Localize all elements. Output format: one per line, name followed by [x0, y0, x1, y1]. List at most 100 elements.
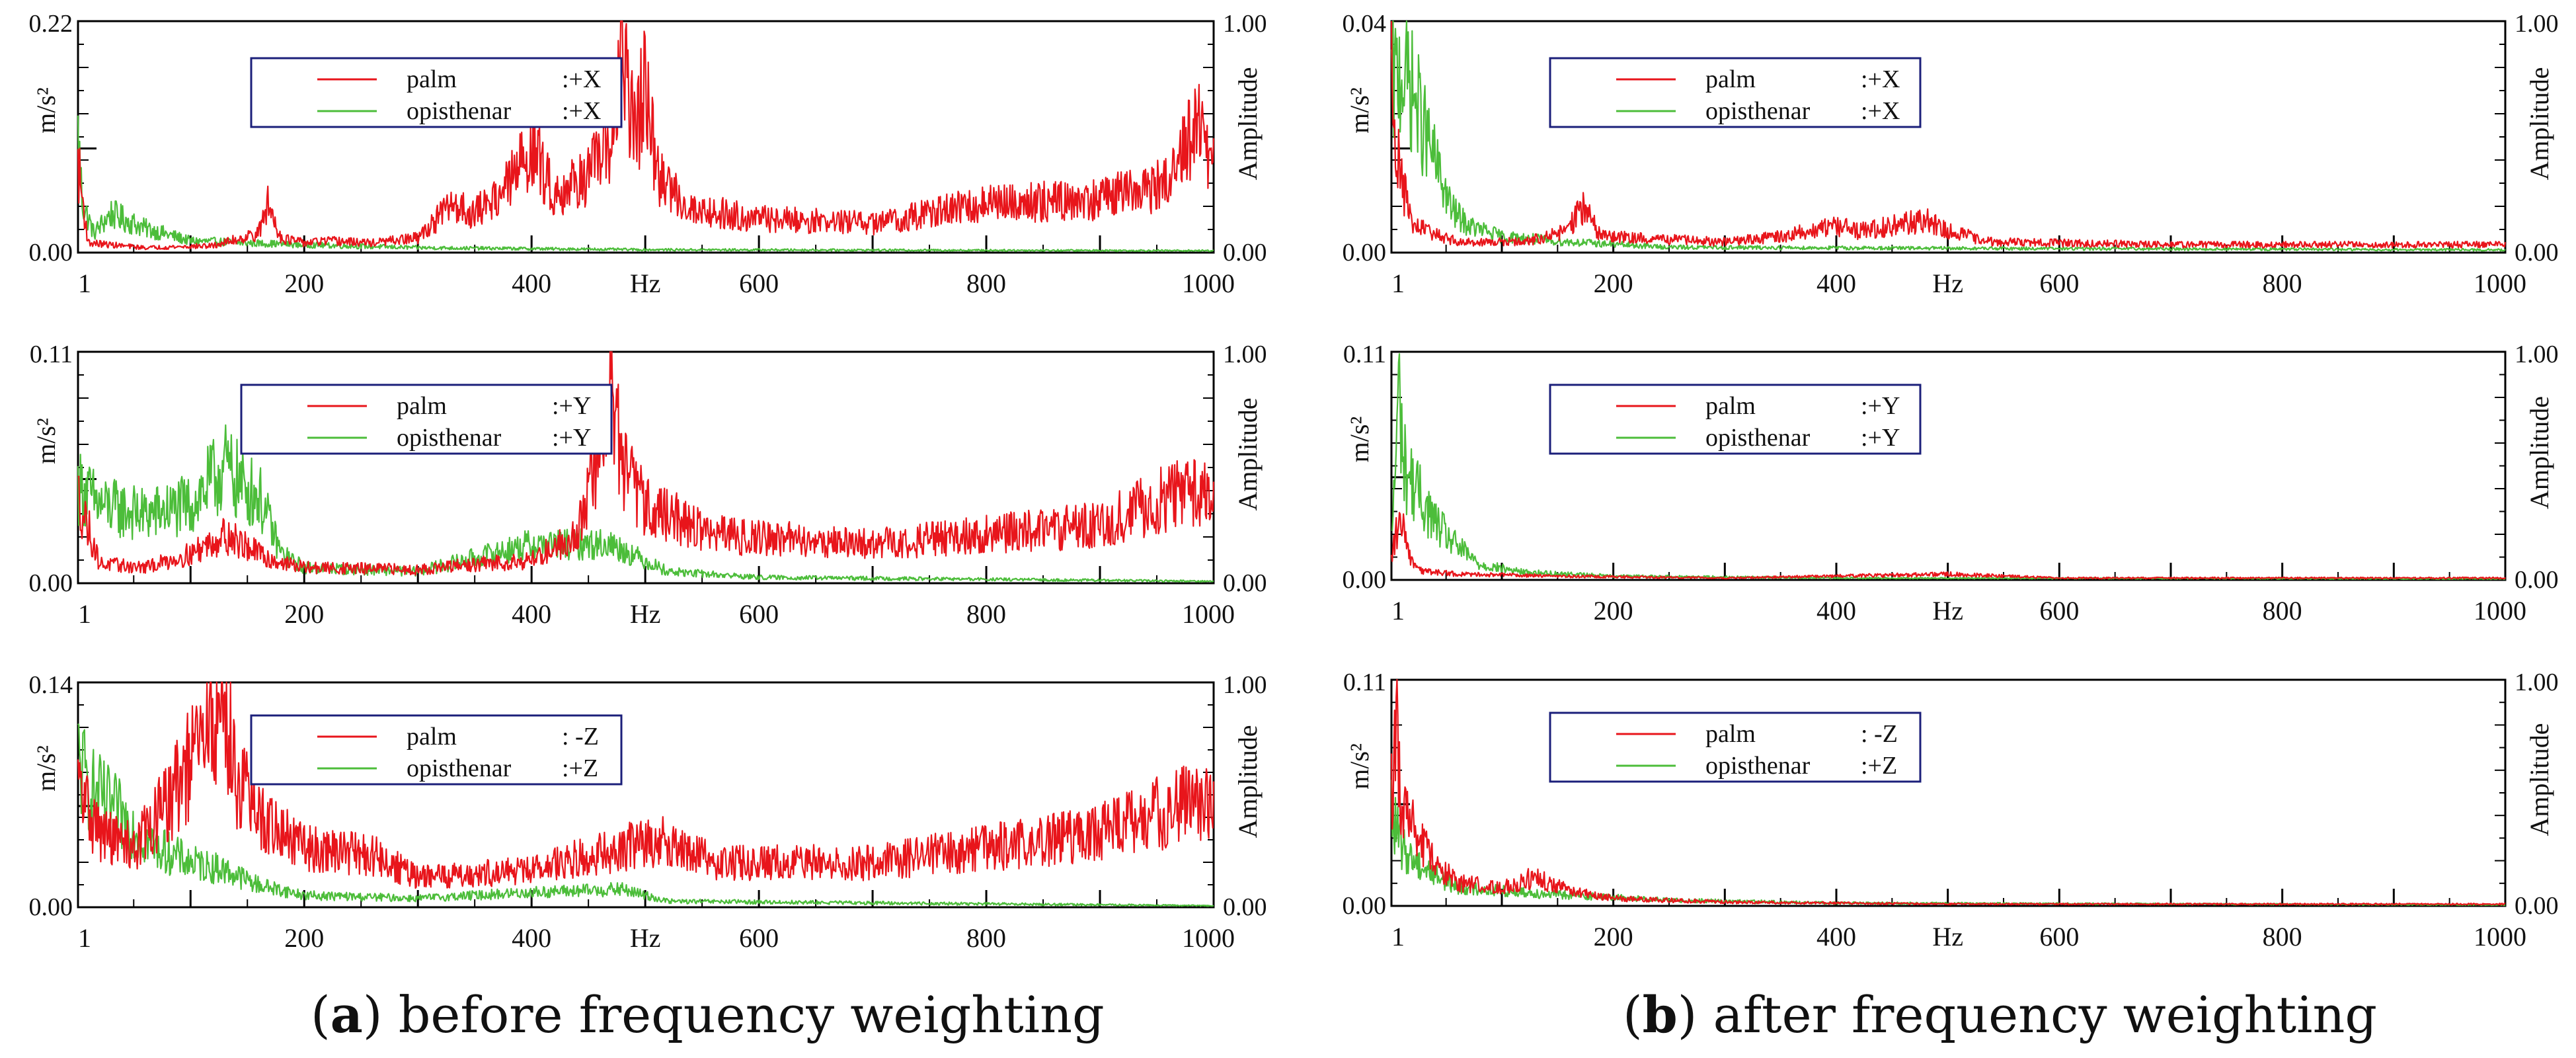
- y-tick-label: 0.22: [29, 10, 73, 38]
- plot-frame: [1390, 20, 2507, 254]
- legend-axis-palm: : -Z: [562, 723, 599, 751]
- legend-label-opisthenar: opisthenar: [397, 424, 502, 452]
- legend-label-opisthenar: opisthenar: [407, 97, 512, 125]
- x-tick-label: 800: [966, 599, 1006, 629]
- y-axis-label: m/s²: [1345, 417, 1374, 463]
- series-line-opisthenar: [77, 723, 1214, 907]
- y-axis-label: m/s²: [1345, 87, 1374, 134]
- legend: palm:+Y opisthenar:+Y: [1549, 384, 1922, 455]
- x-tick-label: 400: [1816, 268, 1856, 298]
- caption-b-text: after frequency weighting: [1713, 985, 2378, 1044]
- x-tick-label: 1000: [2474, 596, 2526, 626]
- x-tick-label: 1: [1391, 922, 1405, 952]
- legend-label-palm: palm: [407, 723, 457, 751]
- legend-axis-palm: : -Z: [1861, 720, 1898, 748]
- x-axis-label: Hz: [630, 268, 661, 298]
- y2-tick-label: 0.00: [1223, 893, 1267, 921]
- caption-a: (a) before frequency weighting: [311, 985, 1105, 1044]
- legend-label-palm: palm: [407, 65, 457, 93]
- y2-tick-label: 0.00: [2515, 892, 2559, 920]
- y2-axis-label: Amplitude: [2524, 67, 2554, 180]
- legend-box: [1549, 712, 1922, 783]
- y-tick-label: 0.00: [29, 893, 73, 921]
- x-tick-label: 200: [284, 923, 324, 953]
- x-axis-label: Hz: [1932, 922, 1963, 952]
- legend: palm:+Y opisthenar:+Y: [240, 384, 613, 455]
- legend-label-opisthenar: opisthenar: [407, 754, 512, 782]
- y-axis-label: m/s²: [31, 418, 61, 464]
- legend-axis-opisthenar: :+Z: [1861, 752, 1897, 780]
- x-tick-label: 1: [78, 923, 91, 953]
- legend-axis-opisthenar: :+Y: [552, 424, 591, 452]
- x-axis-label: Hz: [1932, 596, 1963, 626]
- legend-box: [1549, 384, 1922, 455]
- x-tick-label: 200: [1594, 922, 1633, 952]
- x-tick-label: 1: [78, 268, 91, 298]
- x-tick-label: 1: [1391, 596, 1405, 626]
- y-tick-label: 0.00: [1343, 566, 1387, 594]
- x-tick-label: 200: [1594, 268, 1633, 298]
- x-axis-label: Hz: [630, 599, 661, 629]
- x-tick-label: 1000: [1182, 923, 1235, 953]
- x-tick-label: 800: [2263, 596, 2302, 626]
- y-tick-label: 0.00: [1343, 239, 1387, 266]
- x-tick-label: 600: [2039, 268, 2079, 298]
- x-tick-label: 600: [739, 599, 779, 629]
- y2-axis-label: Amplitude: [1233, 397, 1263, 510]
- y-tick-label: 0.00: [29, 239, 73, 266]
- x-axis-label: Hz: [1932, 268, 1963, 298]
- series-line-palm: [1390, 512, 2506, 580]
- x-tick-label: 1000: [2474, 268, 2526, 298]
- y-tick-label: 0.11: [30, 341, 73, 368]
- legend: palm: -Z opisthenar:+Z: [1549, 712, 1922, 783]
- caption-a-text: before frequency weighting: [398, 985, 1105, 1044]
- y-axis-label: m/s²: [1345, 743, 1374, 790]
- legend-axis-palm: :+X: [1861, 65, 1900, 93]
- legend: palm:+X opisthenar:+X: [250, 57, 623, 128]
- x-tick-label: 400: [512, 923, 551, 953]
- series-line-palm: [1390, 20, 2507, 249]
- x-tick-label: 400: [512, 599, 551, 629]
- legend-label-palm: palm: [397, 392, 447, 420]
- x-tick-label: 800: [966, 923, 1006, 953]
- legend-box: [250, 57, 623, 128]
- legend-label-palm: palm: [1705, 392, 1756, 420]
- y-axis-label: m/s²: [31, 87, 61, 134]
- x-tick-label: 400: [1816, 922, 1856, 952]
- y2-axis-label: Amplitude: [2524, 723, 2554, 836]
- legend-axis-palm: :+X: [562, 65, 601, 93]
- series-line-opisthenar: [77, 424, 1214, 583]
- y-tick-label: 0.00: [1343, 892, 1387, 920]
- caption-b-letter: b: [1642, 985, 1678, 1044]
- y-tick-label: 0.00: [29, 569, 73, 597]
- legend-axis-opisthenar: :+Y: [1861, 424, 1900, 452]
- y-tick-label: 0.11: [1343, 341, 1386, 368]
- x-tick-label: 200: [284, 268, 324, 298]
- y2-axis-label: Amplitude: [2524, 396, 2554, 509]
- x-tick-label: 400: [512, 268, 551, 298]
- y2-tick-label: 0.00: [1223, 569, 1267, 597]
- x-tick-label: 600: [739, 268, 779, 298]
- x-tick-label: 200: [1594, 596, 1633, 626]
- legend: palm:+X opisthenar:+X: [1549, 57, 1922, 128]
- y2-tick-label: 0.00: [2515, 566, 2559, 594]
- x-tick-label: 800: [2263, 922, 2302, 952]
- x-tick-label: 600: [2039, 922, 2079, 952]
- legend: palm: -Z opisthenar:+Z: [250, 714, 623, 786]
- legend-box: [1549, 57, 1922, 128]
- x-tick-label: 800: [966, 268, 1006, 298]
- y2-tick-label: 1.00: [1223, 671, 1267, 699]
- x-tick-label: 600: [2039, 596, 2079, 626]
- x-axis-label: Hz: [630, 923, 661, 953]
- y-tick-label: 0.14: [29, 671, 73, 699]
- y2-axis-label: Amplitude: [1233, 725, 1263, 838]
- caption-b: (b) after frequency weighting: [1623, 985, 2378, 1044]
- y2-tick-label: 1.00: [1223, 341, 1267, 368]
- y-tick-label: 0.04: [1343, 10, 1387, 38]
- legend-axis-palm: :+Y: [1861, 392, 1900, 420]
